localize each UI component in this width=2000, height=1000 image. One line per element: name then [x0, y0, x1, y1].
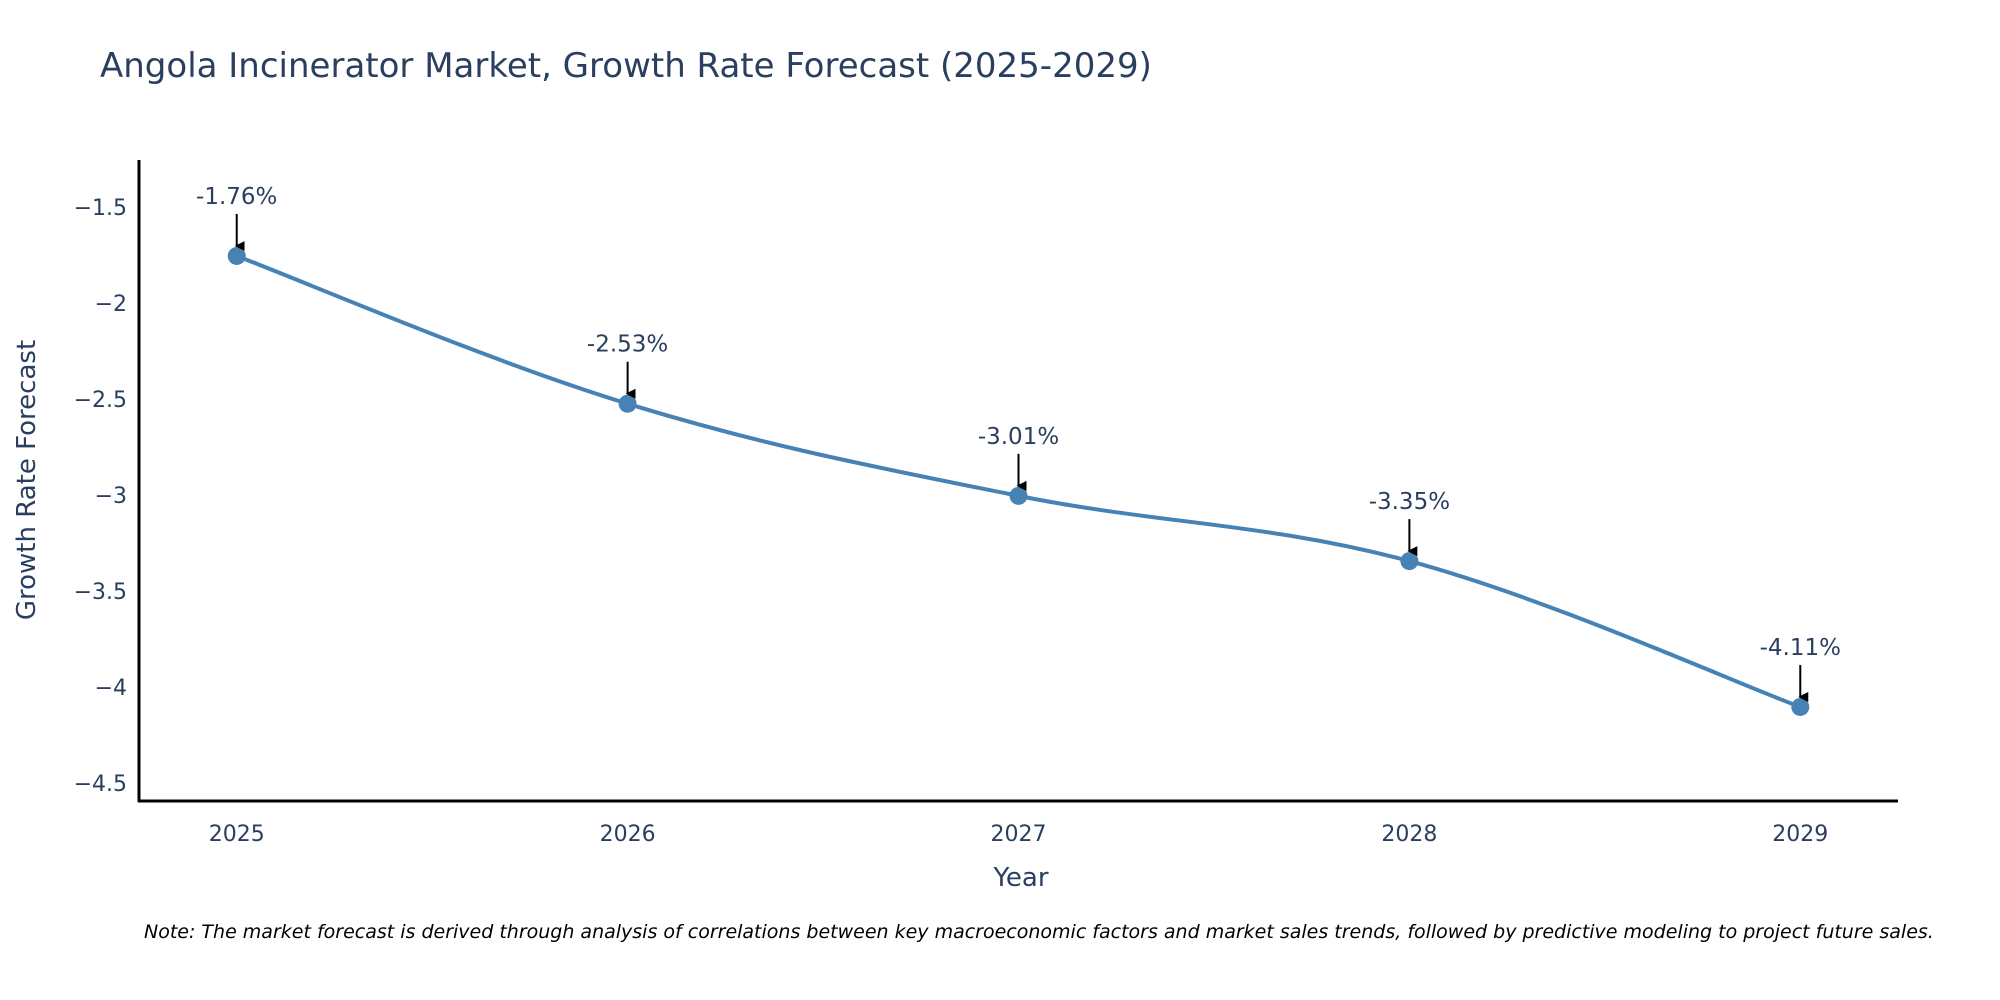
y-tick-label: −2: [95, 292, 127, 317]
y-tick-label: −1.5: [74, 196, 127, 221]
x-axis-title: Year: [992, 863, 1048, 893]
data-label: -1.76%: [196, 184, 277, 210]
data-point[interactable]: [618, 394, 637, 413]
data-label: -3.01%: [978, 424, 1059, 450]
x-tick-label: 2026: [600, 822, 656, 847]
y-tick-label: −4.5: [74, 772, 127, 797]
y-axis-title: Growth Rate Forecast: [12, 340, 42, 620]
data-point[interactable]: [1791, 697, 1810, 716]
footnote: Note: The market forecast is derived thr…: [144, 921, 1934, 943]
data-label: -3.35%: [1369, 489, 1450, 515]
y-tick-label: −3.5: [74, 580, 127, 605]
x-tick-label: 2025: [209, 822, 265, 847]
data-point[interactable]: [227, 246, 246, 265]
chart-title: Angola Incinerator Market, Growth Rate F…: [100, 46, 1152, 86]
y-tick-label: −4: [95, 676, 127, 701]
data-point[interactable]: [1400, 552, 1419, 571]
y-tick-label: −3: [95, 484, 127, 509]
y-tick-label: −2.5: [74, 388, 127, 413]
x-tick-label: 2027: [991, 822, 1047, 847]
x-tick-label: 2029: [1772, 822, 1828, 847]
data-point[interactable]: [1009, 486, 1028, 505]
data-label: -4.11%: [1760, 635, 1841, 661]
x-tick-label: 2028: [1381, 822, 1437, 847]
data-label: -2.53%: [587, 332, 668, 358]
